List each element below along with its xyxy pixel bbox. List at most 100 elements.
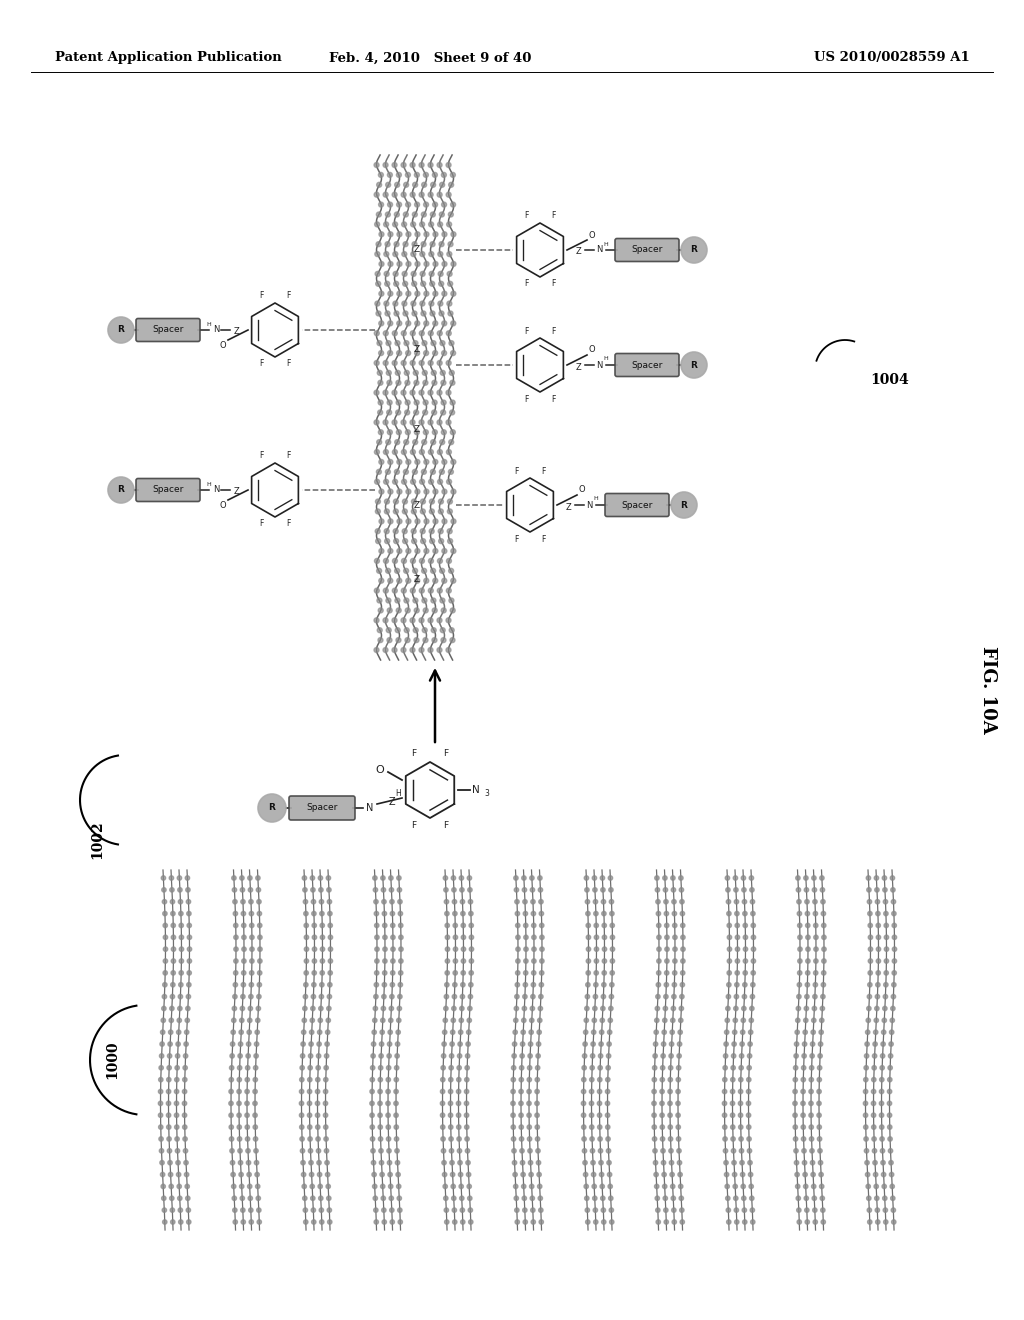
Circle shape [515,1220,519,1224]
Circle shape [803,1030,807,1035]
Circle shape [804,1196,809,1200]
Circle shape [238,1137,242,1142]
Circle shape [163,958,168,964]
Circle shape [821,911,825,916]
Circle shape [742,911,748,916]
Circle shape [449,598,454,603]
Circle shape [406,261,411,267]
Circle shape [665,923,669,928]
Circle shape [428,360,433,366]
Circle shape [884,982,888,987]
Circle shape [382,911,387,916]
Circle shape [184,1172,188,1176]
Circle shape [885,946,889,952]
Circle shape [662,1041,666,1047]
Text: Z: Z [414,500,420,510]
Circle shape [590,1113,594,1118]
Circle shape [453,1220,457,1224]
Circle shape [240,1196,245,1200]
Circle shape [381,1184,385,1188]
Circle shape [601,1220,606,1224]
Circle shape [395,1053,399,1059]
Circle shape [796,875,800,880]
Circle shape [449,1065,454,1071]
Circle shape [656,1220,660,1224]
Circle shape [421,281,426,286]
Circle shape [798,970,802,975]
Circle shape [797,1220,802,1224]
Circle shape [379,202,384,207]
Circle shape [406,351,411,355]
Circle shape [665,935,669,940]
Circle shape [469,958,474,964]
Circle shape [179,923,183,928]
Circle shape [730,1101,734,1106]
Circle shape [406,430,411,434]
Circle shape [738,1101,742,1106]
Circle shape [256,887,261,892]
Circle shape [183,1137,187,1142]
Text: F: F [443,821,449,830]
Circle shape [866,1196,871,1200]
Circle shape [395,341,400,346]
Circle shape [253,1077,257,1082]
Circle shape [241,887,245,892]
Circle shape [381,1196,385,1200]
Circle shape [321,946,325,952]
Circle shape [867,1220,872,1224]
Circle shape [514,1196,518,1200]
Circle shape [326,1030,330,1035]
Circle shape [607,1172,611,1176]
Circle shape [469,946,474,952]
Text: F: F [551,326,556,335]
Circle shape [652,1113,656,1118]
Circle shape [163,946,168,952]
Circle shape [727,982,731,987]
Circle shape [884,899,888,904]
Circle shape [301,1160,305,1164]
Circle shape [433,232,438,236]
Circle shape [326,1018,331,1023]
Circle shape [446,391,451,395]
Circle shape [420,252,425,256]
Circle shape [411,331,416,335]
Circle shape [743,958,748,964]
Circle shape [438,252,442,256]
Circle shape [746,1077,751,1082]
Circle shape [582,1089,586,1094]
Circle shape [422,371,427,375]
Circle shape [249,1208,253,1212]
Circle shape [537,1160,541,1164]
Circle shape [228,1113,233,1118]
Circle shape [384,222,389,227]
Circle shape [884,911,888,916]
Circle shape [892,958,897,964]
Circle shape [403,569,409,573]
Circle shape [242,970,246,975]
Circle shape [185,1196,190,1200]
Circle shape [396,351,401,355]
Circle shape [817,1113,821,1118]
Circle shape [459,1184,464,1188]
Circle shape [867,899,871,904]
Circle shape [375,558,380,564]
Circle shape [309,1041,313,1047]
Circle shape [386,628,391,632]
Circle shape [605,1113,609,1118]
Circle shape [801,1113,805,1118]
Circle shape [433,292,438,296]
Circle shape [585,994,590,999]
Circle shape [385,242,390,247]
Circle shape [424,578,429,583]
Circle shape [395,1160,399,1164]
Circle shape [459,1030,463,1035]
Circle shape [866,875,870,880]
Circle shape [257,970,262,975]
Circle shape [449,1125,453,1130]
Circle shape [529,1030,534,1035]
Circle shape [516,935,520,940]
Circle shape [378,1113,382,1118]
Circle shape [439,312,444,315]
Circle shape [678,1041,682,1047]
Circle shape [167,1077,171,1082]
